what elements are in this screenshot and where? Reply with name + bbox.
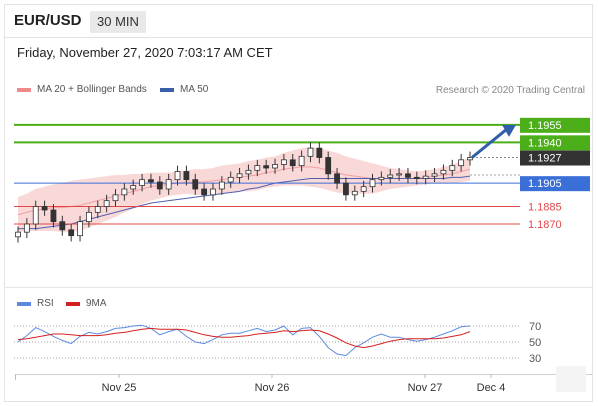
rsi-level-label: 30 [529,353,541,365]
rsi-ma-legend-label: 9MA [86,298,107,309]
rsi-ma-swatch [66,301,80,306]
candle-body [369,179,376,188]
forecast-arrow-line [471,128,507,159]
candle-body [449,165,456,171]
ma50-line [18,175,471,230]
candle-body [325,157,332,175]
candle-body [218,181,225,190]
x-tick-label-0: Nov 25 [102,382,137,394]
timestamp: Friday, November 27, 2020 7:03:17 AM CET [17,45,273,60]
candle-body [360,186,367,192]
candle-body [201,188,208,196]
rsi-line [17,324,471,357]
candle-body [156,181,163,190]
candle-body [121,188,128,196]
candle-body [405,173,411,178]
bb-swatch [17,87,31,92]
forecast-arrowhead [502,124,516,137]
candle-body [227,176,234,183]
candle-body [15,231,21,238]
level-tag-0 [520,117,590,133]
watermark-box [556,366,586,392]
level-label-1: 1.1940 [528,137,562,149]
candle-body [467,157,473,161]
rsi-swatch [17,301,31,306]
level-label-0: 1.1955 [528,120,562,132]
timeframe-badge[interactable]: 30 MIN [90,11,146,33]
legend-bb: MA 20 + Bollinger Bands [17,84,147,95]
candle-body [103,200,110,207]
x-tick-label-3: Dec 4 [477,382,506,394]
candle-body [86,211,92,223]
rsi-ma-line [17,327,471,349]
rsi-level-label: 50 [529,337,541,349]
candle-body [334,173,340,184]
level-tag-3 [520,176,590,192]
chart-header: EUR/USD 30 MIN [4,4,593,38]
level-tag-2 [520,150,590,166]
bb-legend-label: MA 20 + Bollinger Bands [37,84,147,95]
candle-body [396,173,402,176]
candle-body [280,159,287,165]
candle-body [148,179,154,183]
candle-body [183,171,190,181]
legend-rsi-ma: 9MA [66,298,107,309]
candle-body [41,206,48,211]
candle-body [94,206,101,213]
candle-body [139,179,145,186]
candle-body [130,185,137,190]
level-label-3: 1.1905 [528,178,562,190]
candle-body [59,221,66,231]
candle-body [32,206,39,225]
bollinger-band [18,147,470,233]
candle-body [343,182,349,196]
candle-body [263,165,270,169]
candle-body [77,221,83,237]
candle-body [112,194,119,202]
candle-body [236,173,243,178]
candle-body [23,223,30,233]
candle-body [254,165,261,171]
candle-body [289,159,296,167]
rsi-legend-label: RSI [37,298,54,309]
rsi-level-label: 70 [529,321,541,333]
candle-body [316,147,323,158]
candle-body [422,175,429,179]
candle-body [68,229,75,237]
candle-body [351,190,358,196]
candle-body [413,176,420,179]
x-tick-label-1: Nov 26 [255,382,290,394]
level-label-4: 1.1885 [528,202,562,214]
candle-body [431,173,438,177]
level-tag-1 [520,135,590,151]
candle-body [378,176,385,181]
ma50-swatch [160,87,174,92]
level-label-2: 1.1927 [528,153,562,165]
candle-body [298,155,305,167]
ma50-legend-label: MA 50 [180,84,209,95]
candle-body [192,179,199,190]
legend-rsi: RSI [17,298,54,309]
candle-body [458,159,465,167]
candle-body [387,174,394,178]
instrument-title: EUR/USD [14,12,82,29]
legend-ma50: MA 50 [160,84,208,95]
candle-body [50,209,57,223]
level-label-5: 1.1870 [528,219,562,231]
x-tick-label-2: Nov 27 [408,382,443,394]
candle-body [440,169,447,175]
candle-body [272,164,278,169]
candle-body [245,169,252,175]
candle-body [210,188,216,196]
candle-body [165,179,172,190]
candle-body [174,171,181,181]
candle-body [307,147,314,157]
credit-text: Research © 2020 Trading Central [435,85,585,96]
